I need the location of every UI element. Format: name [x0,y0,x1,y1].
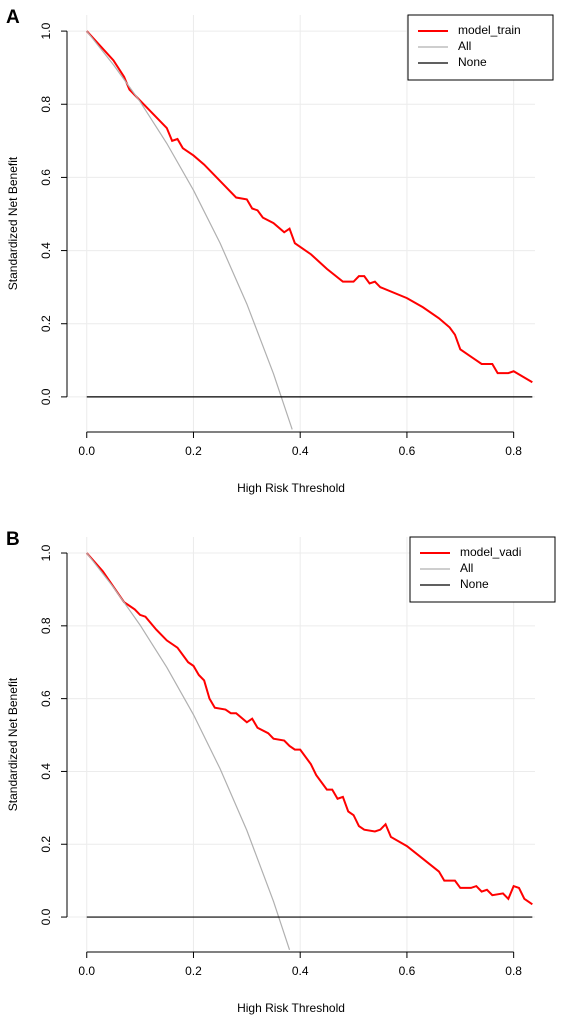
x-tick-label: 0.6 [399,964,416,978]
legend-label: All [460,561,473,575]
chart-panel: A 0.0 0.2 0.4 0.6 0.8 0.0 0.2 0.4 0.6 0.8 1.0 High R… [6,7,554,495]
legend-label: model_vadi [460,545,521,559]
y-tick-label: 0.4 [39,242,53,259]
y-tick-label: 1.0 [39,544,53,561]
legend-label: All [458,39,471,53]
x-tick-label: 0.6 [399,444,416,458]
x-axis-label: High Risk Threshold [237,1001,345,1015]
legend-label: None [460,577,489,591]
y-axis-label: Standardized Net Benefit [6,156,20,290]
x-tick-label: 0.8 [505,444,522,458]
x-axis-label: High Risk Threshold [237,481,345,495]
y-tick-label: 0.6 [39,690,53,707]
series-line [86,30,533,384]
y-tick-label: 0.0 [39,388,53,405]
panel-label: A [6,7,20,28]
y-tick-label: 0.2 [39,315,53,332]
y-tick-label: 0.2 [39,836,53,853]
x-tick-label: 0.4 [292,444,309,458]
chart-panel: B 0.0 0.2 0.4 0.6 0.8 0.0 0.2 0.4 0.6 0.8 1.0 High R… [6,529,556,1015]
legend-label: None [458,55,487,69]
series-line [85,552,533,906]
y-tick-label: 0.8 [39,617,53,634]
y-tick-label: 0.0 [39,908,53,925]
y-tick-label: 0.6 [39,169,53,186]
y-tick-label: 0.8 [39,96,53,113]
series-line [86,30,293,430]
x-tick-label: 0.2 [185,964,202,978]
panel-label: B [6,529,20,550]
legend-label: model_train [458,23,521,37]
x-tick-label: 0.0 [78,444,95,458]
y-tick-label: 1.0 [39,22,53,39]
x-tick-label: 0.2 [185,444,202,458]
x-tick-label: 0.0 [78,964,95,978]
y-tick-label: 0.4 [39,763,53,780]
x-tick-label: 0.8 [505,964,522,978]
series-line [86,552,291,951]
x-tick-label: 0.4 [292,964,309,978]
y-axis-label: Standardized Net Benefit [6,677,20,811]
